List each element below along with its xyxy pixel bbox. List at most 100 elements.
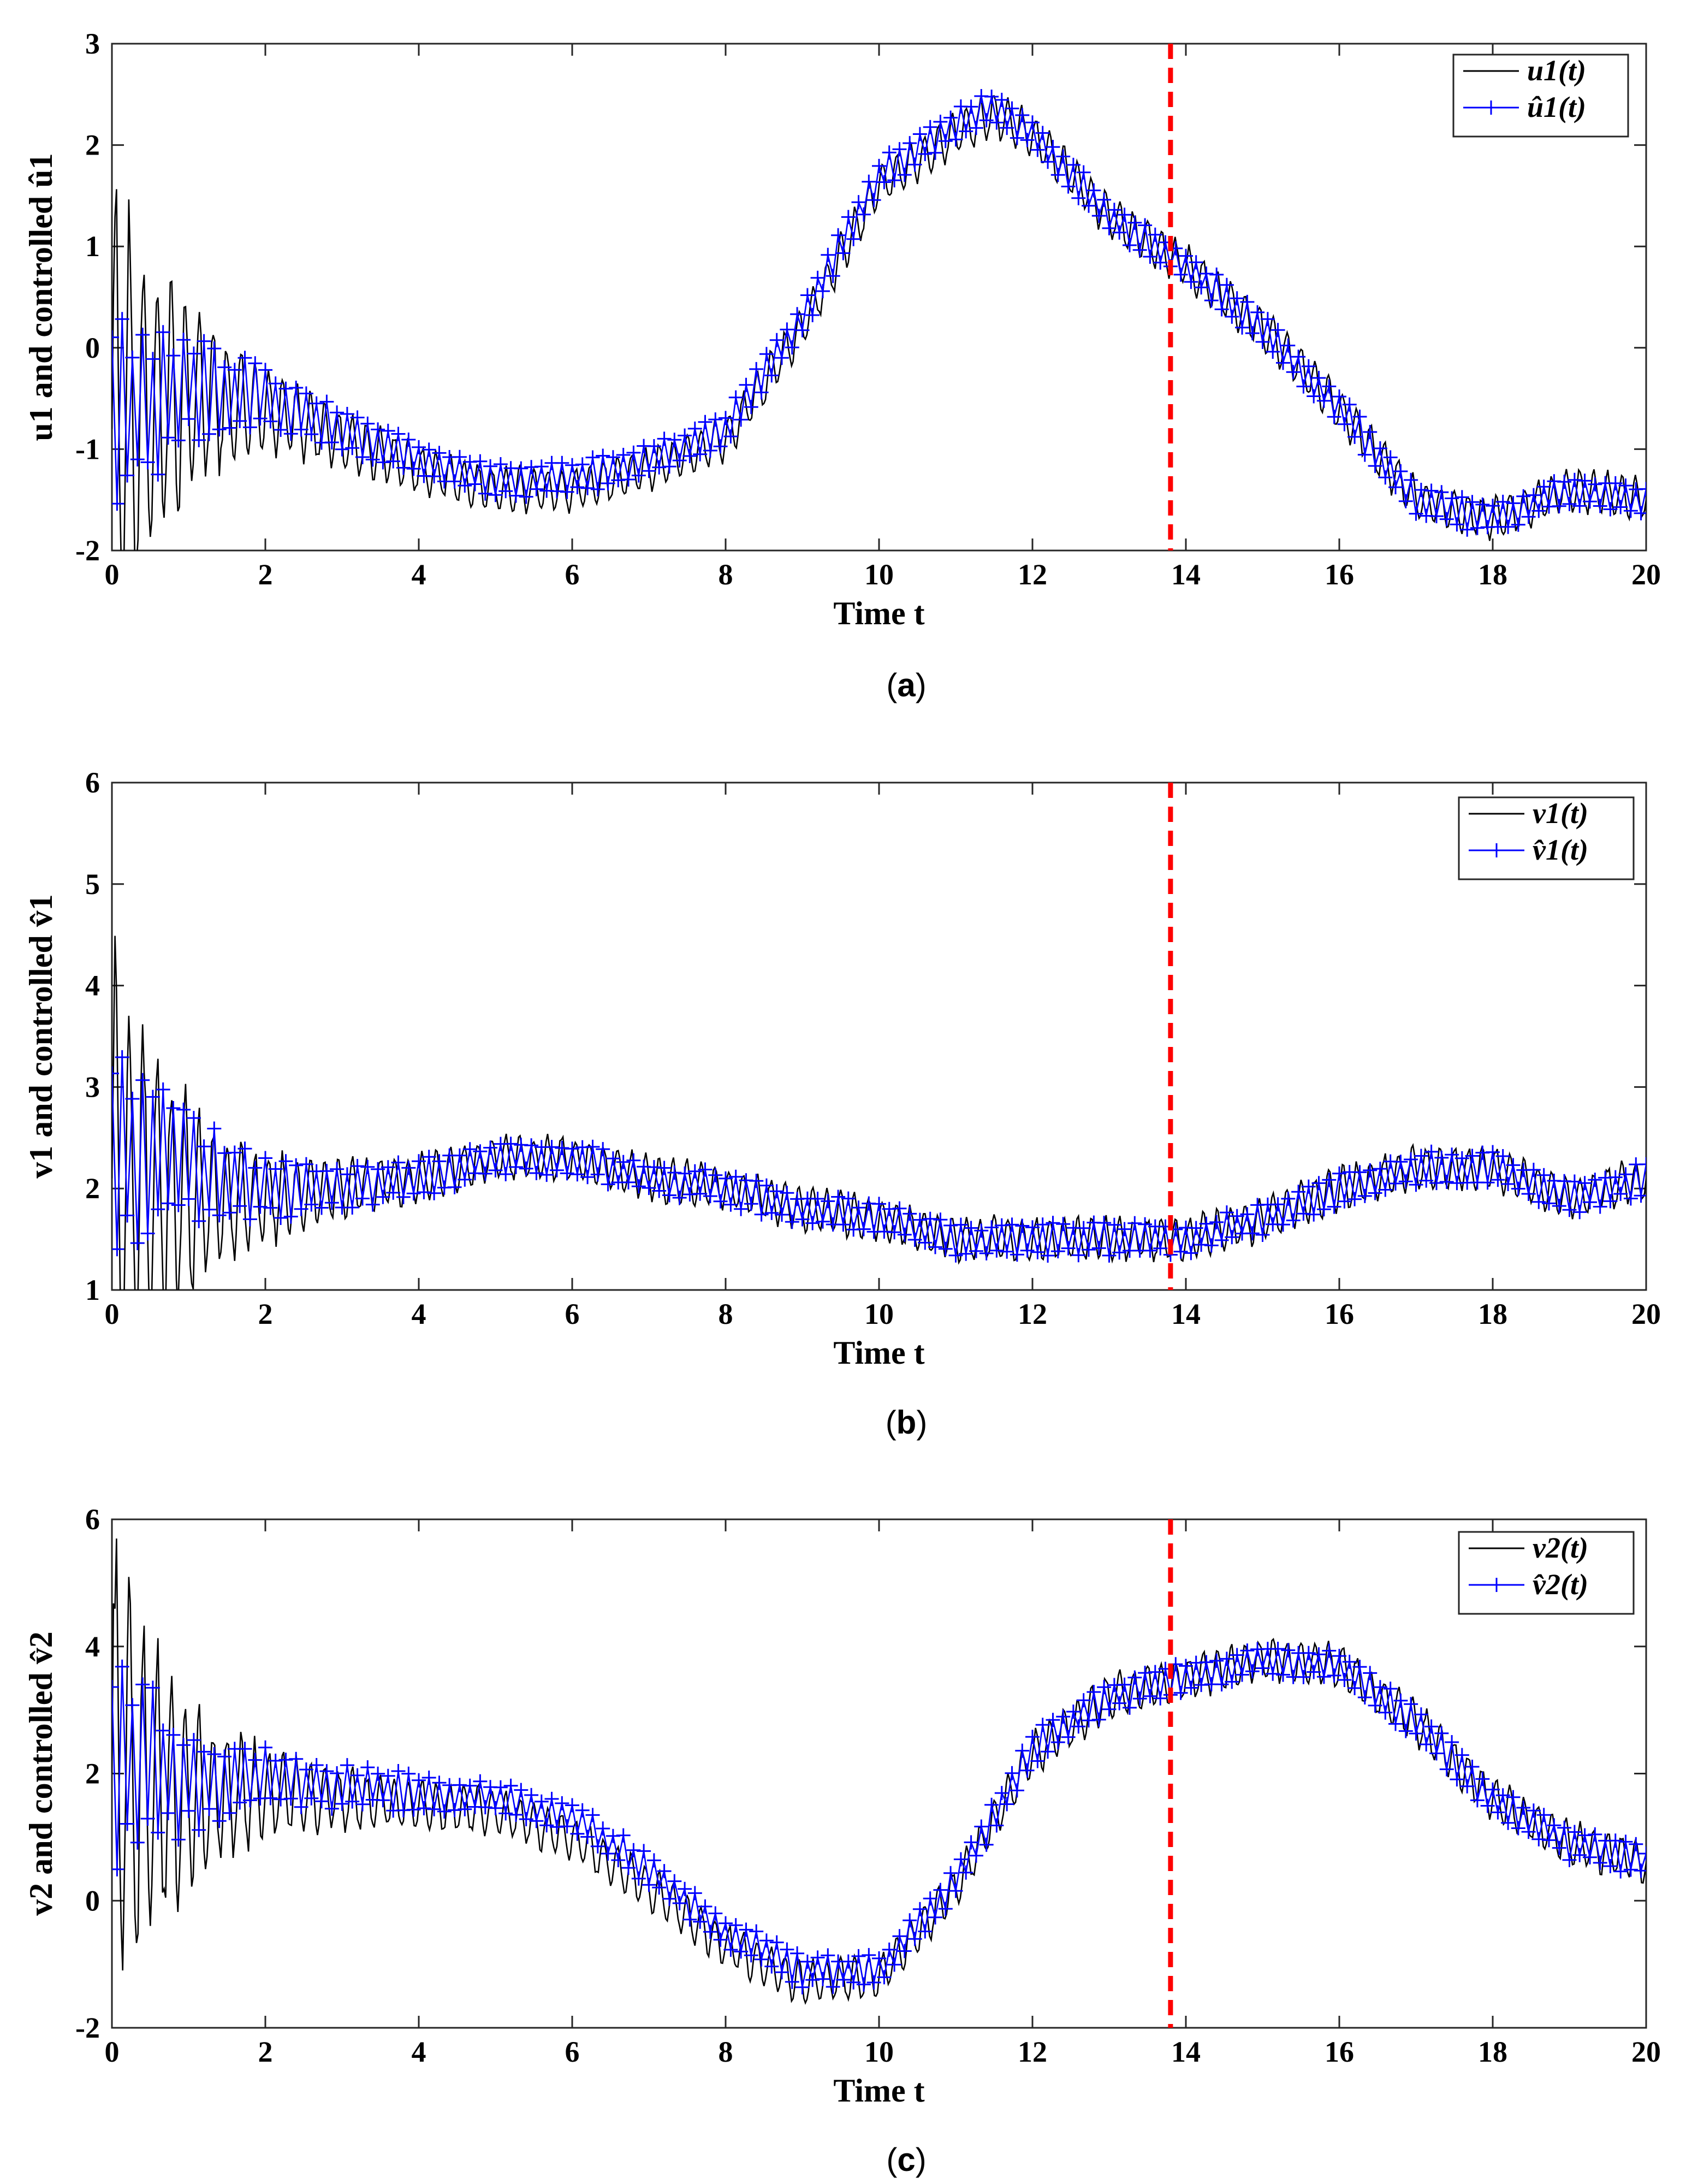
- controlled-marker: [258, 363, 272, 377]
- controlled-marker: [539, 1818, 554, 1833]
- x-tick-label: 2: [258, 1298, 273, 1330]
- controlled-marker: [324, 1195, 339, 1210]
- controlled-marker: [192, 1214, 206, 1228]
- controlled-marker: [1286, 365, 1301, 380]
- controlled-marker: [1035, 1217, 1050, 1232]
- controlled-marker: [1409, 1726, 1423, 1741]
- controlled-marker: [1301, 1179, 1316, 1194]
- controlled-marker: [723, 1197, 738, 1212]
- controlled-marker: [1041, 155, 1055, 169]
- controlled-marker: [1189, 255, 1203, 270]
- controlled-marker: [984, 1797, 999, 1812]
- controlled-marker: [780, 322, 794, 337]
- controlled-marker: [1173, 1244, 1188, 1259]
- controlled-marker: [1281, 338, 1296, 353]
- controlled-marker: [1495, 1788, 1510, 1803]
- controlled-marker: [503, 1137, 518, 1151]
- controlled-marker: [161, 430, 175, 445]
- controlled-marker: [907, 157, 922, 172]
- controlled-marker: [1603, 1859, 1618, 1873]
- controlled-marker: [678, 428, 692, 443]
- controlled-marker: [1526, 1163, 1541, 1177]
- controlled-marker: [192, 1822, 206, 1837]
- controlled-marker: [1409, 1177, 1423, 1192]
- controlled-marker: [687, 421, 702, 436]
- controlled-marker: [851, 1200, 866, 1215]
- controlled-marker: [637, 1844, 651, 1859]
- controlled-marker: [1087, 1685, 1101, 1700]
- controlled-marker: [841, 1954, 856, 1969]
- controlled-marker: [529, 1166, 544, 1180]
- panel-caption: (b): [886, 1404, 928, 1441]
- controlled-marker: [1424, 1144, 1439, 1159]
- controlled-marker: [810, 1192, 825, 1206]
- controlled-marker: [928, 145, 942, 160]
- controlled-marker: [1521, 510, 1536, 524]
- y-tick-label: 0: [85, 332, 100, 364]
- controlled-marker: [764, 1205, 779, 1220]
- x-tick-label: 4: [412, 1298, 426, 1330]
- controlled-marker: [1230, 291, 1244, 306]
- controlled-marker: [1276, 356, 1290, 370]
- controlled-marker: [294, 1202, 308, 1216]
- controlled-marker: [242, 420, 257, 435]
- controlled-marker: [1562, 496, 1577, 511]
- controlled-marker: [1050, 1244, 1065, 1259]
- controlled-marker: [1235, 1667, 1249, 1682]
- controlled-marker: [473, 1144, 488, 1159]
- controlled-marker: [1219, 277, 1234, 292]
- controlled-marker: [161, 1196, 175, 1211]
- controlled-marker: [534, 1794, 549, 1809]
- controlled-marker: [401, 433, 416, 447]
- controlled-marker: [355, 1797, 370, 1812]
- controlled-marker: [1291, 1185, 1306, 1199]
- controlled-marker: [1184, 275, 1198, 289]
- controlled-marker: [171, 433, 186, 448]
- controlled-marker: [258, 1151, 272, 1165]
- controlled-marker: [294, 422, 308, 437]
- controlled-marker: [1307, 1207, 1321, 1222]
- controlled-marker: [723, 429, 738, 444]
- controlled-marker: [626, 1153, 641, 1168]
- controlled-marker: [948, 132, 963, 147]
- controlled-marker: [1102, 1702, 1117, 1717]
- controlled-marker: [713, 439, 728, 454]
- controlled-marker: [330, 405, 345, 420]
- controlled-marker: [1266, 345, 1280, 359]
- controlled-marker: [412, 1154, 426, 1169]
- controlled-marker: [759, 1178, 774, 1193]
- controlled-marker: [1179, 248, 1193, 263]
- x-tick-label: 16: [1325, 2035, 1354, 2068]
- controlled-marker: [611, 1853, 626, 1867]
- controlled-marker: [360, 1159, 375, 1174]
- controlled-marker: [503, 1778, 518, 1793]
- legend: u1(t) û1(t): [1452, 54, 1629, 138]
- controlled-marker: [974, 1223, 989, 1238]
- controlled-marker: [933, 1883, 948, 1897]
- controlled-marker: [1245, 326, 1260, 341]
- controlled-marker: [1199, 1655, 1214, 1670]
- controlled-marker: [892, 1929, 907, 1944]
- controlled-marker: [519, 1161, 533, 1176]
- controlled-marker: [964, 99, 978, 114]
- controlled-marker: [427, 1186, 442, 1200]
- controlled-marker: [1357, 1690, 1372, 1704]
- controlled-marker: [1153, 1691, 1168, 1706]
- controlled-marker: [1245, 1664, 1260, 1679]
- x-tick-label: 2: [258, 2035, 273, 2068]
- controlled-marker: [872, 1197, 886, 1211]
- controlled-marker: [1434, 1726, 1449, 1741]
- controlled-marker: [1378, 470, 1393, 485]
- controlled-marker: [514, 1783, 529, 1797]
- controlled-marker: [1316, 1670, 1331, 1684]
- controlled-marker: [498, 1167, 513, 1181]
- controlled-marker: [360, 416, 375, 431]
- legend-label-controlled: v̂1(t): [1533, 833, 1588, 866]
- controlled-marker: [1526, 488, 1541, 502]
- controlled-marker: [1225, 309, 1239, 324]
- legend-box: [1458, 1531, 1635, 1615]
- controlled-marker: [964, 1221, 978, 1235]
- controlled-marker: [1204, 1238, 1219, 1253]
- controlled-marker: [1623, 1191, 1638, 1206]
